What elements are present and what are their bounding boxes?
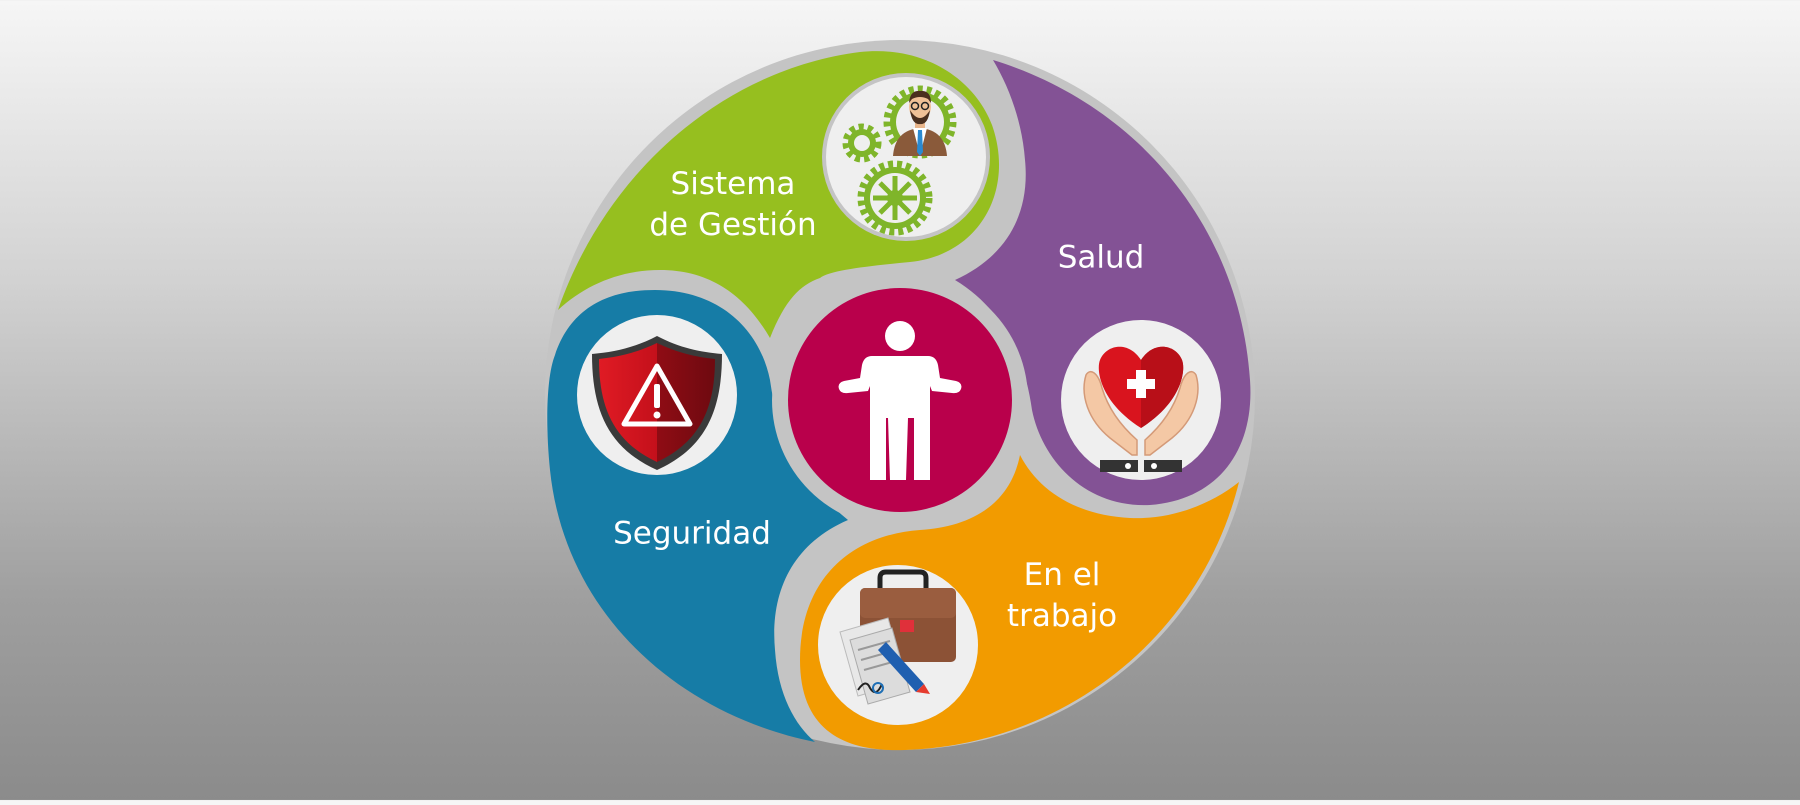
person-icon: [838, 321, 962, 480]
segment-label-en-el-trabajo: En el trabajo: [1007, 555, 1117, 637]
briefcase-document-icon: [839, 569, 956, 705]
label-line: Salud: [1057, 239, 1145, 276]
warning-shield-icon: [592, 336, 722, 470]
label-line: de Gestión: [649, 207, 817, 243]
segment-label-salud: Salud: [1058, 238, 1145, 279]
segment-label-seguridad: Seguridad: [613, 514, 771, 555]
label-line: Seguridad: [613, 515, 771, 552]
businessman-gears-icon: [842, 85, 957, 236]
label-line: Sistema: [670, 166, 796, 202]
label-line: trabajo: [1006, 598, 1118, 634]
label-line: En el: [1023, 557, 1101, 593]
heart-hands-icon: [1083, 346, 1199, 472]
segment-label-sistema-de-gestion: Sistema de Gestión: [649, 164, 816, 246]
